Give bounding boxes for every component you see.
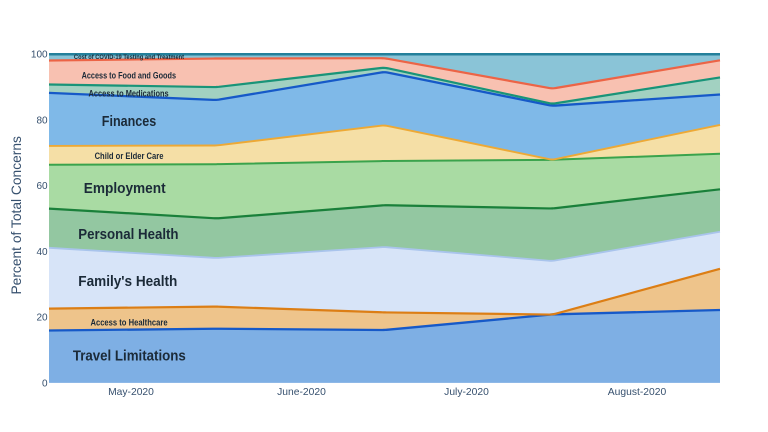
svg-text:Cost of COVID-19 Testing and T: Cost of COVID-19 Testing and Treatment xyxy=(74,55,184,61)
svg-text:Access to Healthcare: Access to Healthcare xyxy=(90,317,167,328)
svg-text:Personal Health: Personal Health xyxy=(78,226,178,243)
svg-text:Family's Health: Family's Health xyxy=(78,274,177,291)
svg-text:June-2020: June-2020 xyxy=(277,387,326,398)
svg-text:Travel Limitations: Travel Limitations xyxy=(73,348,186,365)
svg-text:80: 80 xyxy=(36,115,48,126)
svg-text:May-2020: May-2020 xyxy=(108,387,154,398)
svg-text:Child or Elder Care: Child or Elder Care xyxy=(95,150,164,161)
svg-text:0: 0 xyxy=(42,378,48,389)
svg-text:July-2020: July-2020 xyxy=(444,387,489,398)
svg-text:40: 40 xyxy=(36,247,48,258)
svg-text:100: 100 xyxy=(31,50,48,61)
svg-text:Employment: Employment xyxy=(84,181,166,198)
svg-text:60: 60 xyxy=(36,181,48,192)
svg-text:Percent of Total Concerns: Percent of Total Concerns xyxy=(9,136,24,295)
svg-text:20: 20 xyxy=(36,313,48,324)
svg-text:August-2020: August-2020 xyxy=(608,387,667,398)
svg-text:Finances: Finances xyxy=(102,112,157,129)
svg-text:Access to Food and Goods: Access to Food and Goods xyxy=(82,71,177,81)
svg-text:Access to Medications: Access to Medications xyxy=(89,89,169,99)
